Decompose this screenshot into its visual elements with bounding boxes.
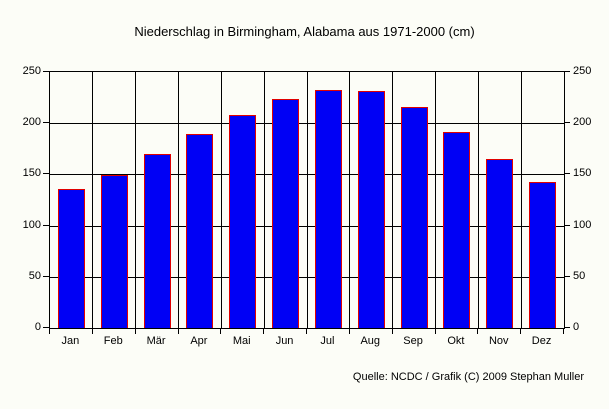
bar <box>314 90 342 328</box>
x-axis-label: Dez <box>531 335 552 347</box>
x-axis-tick <box>134 328 136 334</box>
source-credit: Quelle: NCDC / Grafik (C) 2009 Stephan M… <box>352 371 584 383</box>
x-axis-tick <box>520 328 522 334</box>
gridline-vertical <box>520 72 522 328</box>
x-axis-label: Apr <box>190 335 208 347</box>
gridline-vertical <box>92 72 94 328</box>
y-axis-label-right: 250 <box>573 65 592 77</box>
y-axis-label-left: 50 <box>28 269 41 282</box>
x-axis-tick <box>348 328 350 334</box>
bar <box>486 159 514 328</box>
x-axis-tick <box>49 328 50 334</box>
y-axis-label-right: 50 <box>573 269 586 282</box>
x-axis-label: Aug <box>360 335 381 347</box>
y-axis-tick-right <box>564 71 570 72</box>
gridline-vertical <box>306 72 308 328</box>
bar <box>400 106 428 328</box>
y-axis-tick-right <box>564 224 570 226</box>
gridline-vertical <box>435 72 436 328</box>
bar <box>143 153 171 328</box>
bar <box>57 188 85 328</box>
x-axis-tick <box>434 328 436 334</box>
x-axis-label: Jan <box>61 335 80 347</box>
y-axis-tick-left <box>43 122 49 124</box>
x-axis-label: Mär <box>146 335 166 347</box>
x-axis-label: Sep <box>403 335 423 347</box>
gridline-vertical <box>178 72 179 328</box>
x-axis-label: Mai <box>232 335 251 347</box>
bar <box>229 115 257 328</box>
x-axis-tick <box>91 328 93 334</box>
gridline-vertical <box>392 72 394 328</box>
y-axis-tick-right <box>564 173 570 175</box>
bar <box>100 175 128 328</box>
chart-title: Niederschlag in Birmingham, Alabama aus … <box>134 24 475 39</box>
x-axis-label: Okt <box>447 335 465 347</box>
y-axis-label-left: 100 <box>22 218 41 231</box>
bar <box>357 91 385 328</box>
y-axis-tick-right <box>564 122 570 124</box>
x-axis-tick <box>220 328 222 334</box>
y-axis-tick-left <box>43 327 49 328</box>
x-axis-tick <box>391 328 393 334</box>
y-axis-tick-right <box>564 327 570 328</box>
y-axis-label-right: 0 <box>573 321 580 333</box>
y-axis-label-left: 150 <box>22 167 41 180</box>
gridline-vertical <box>220 72 222 328</box>
x-axis-label: Nov <box>488 335 509 347</box>
y-axis-tick-left <box>43 224 49 226</box>
plot-area <box>49 71 565 329</box>
gridline-vertical <box>263 72 265 328</box>
bar <box>529 181 557 328</box>
x-axis-tick <box>177 328 179 334</box>
y-axis-tick-left <box>43 275 49 277</box>
y-axis-label-left: 200 <box>22 116 41 129</box>
bar <box>272 98 300 328</box>
gridline-vertical <box>477 72 479 328</box>
y-axis-label-right: 200 <box>573 116 592 129</box>
y-axis-label-right: 100 <box>573 218 592 231</box>
y-axis-label-right: 150 <box>573 167 592 180</box>
bar <box>186 134 214 328</box>
x-axis-tick <box>563 328 564 334</box>
x-axis-tick <box>477 328 479 334</box>
bar <box>443 132 471 328</box>
y-axis-tick-left <box>43 173 49 175</box>
x-axis-label: Feb <box>103 335 123 347</box>
y-axis-tick-right <box>564 275 570 277</box>
y-axis-label-left: 250 <box>22 65 41 77</box>
y-axis-tick-left <box>43 71 49 72</box>
gridline-vertical <box>135 72 137 328</box>
x-axis-tick <box>263 328 265 334</box>
x-axis-tick <box>306 328 307 334</box>
y-axis-label-left: 0 <box>34 321 41 333</box>
x-axis-label: Jul <box>320 335 335 347</box>
gridline-vertical <box>349 72 351 328</box>
x-axis-label: Jun <box>275 335 294 347</box>
